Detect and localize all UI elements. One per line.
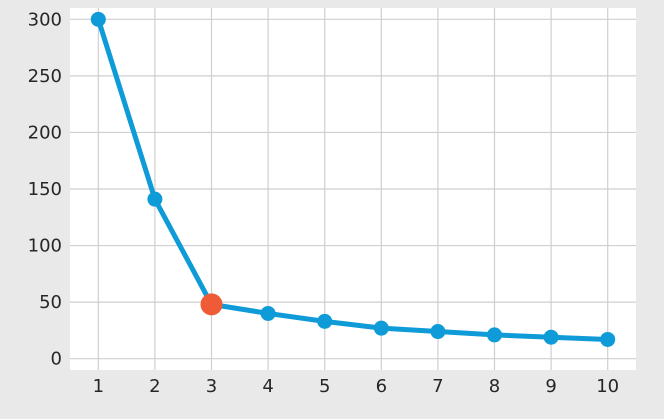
data-point <box>430 324 446 340</box>
data-point <box>90 11 106 27</box>
x-tick-label: 7 <box>432 376 443 397</box>
x-tick-label: 8 <box>489 376 500 397</box>
x-tick-label: 5 <box>319 376 330 397</box>
series-line <box>95 16 611 342</box>
data-point <box>543 329 559 345</box>
data-point <box>373 320 389 336</box>
x-tick-label: 4 <box>262 376 273 397</box>
y-tick-label: 100 <box>28 236 62 257</box>
x-tick-label: 10 <box>596 376 619 397</box>
x-tick-label: 3 <box>206 376 217 397</box>
y-tick-label: 0 <box>51 349 62 370</box>
data-point <box>600 331 616 347</box>
y-tick-label: 50 <box>39 292 62 313</box>
x-tick-label: 2 <box>149 376 160 397</box>
y-tick-label: 200 <box>28 122 62 143</box>
x-tick-label: 6 <box>376 376 387 397</box>
data-point <box>317 313 333 329</box>
y-tick-label: 150 <box>28 179 62 200</box>
data-points <box>90 11 616 347</box>
highlighted-point <box>200 293 223 316</box>
data-point <box>260 305 276 321</box>
y-tick-label: 300 <box>28 9 62 30</box>
data-point <box>147 191 163 207</box>
series-layer <box>95 16 611 342</box>
x-tick-label: 9 <box>545 376 556 397</box>
x-tick-label: 1 <box>93 376 104 397</box>
y-tick-label: 250 <box>28 66 62 87</box>
data-point <box>487 327 502 343</box>
grid-lines <box>70 8 636 370</box>
